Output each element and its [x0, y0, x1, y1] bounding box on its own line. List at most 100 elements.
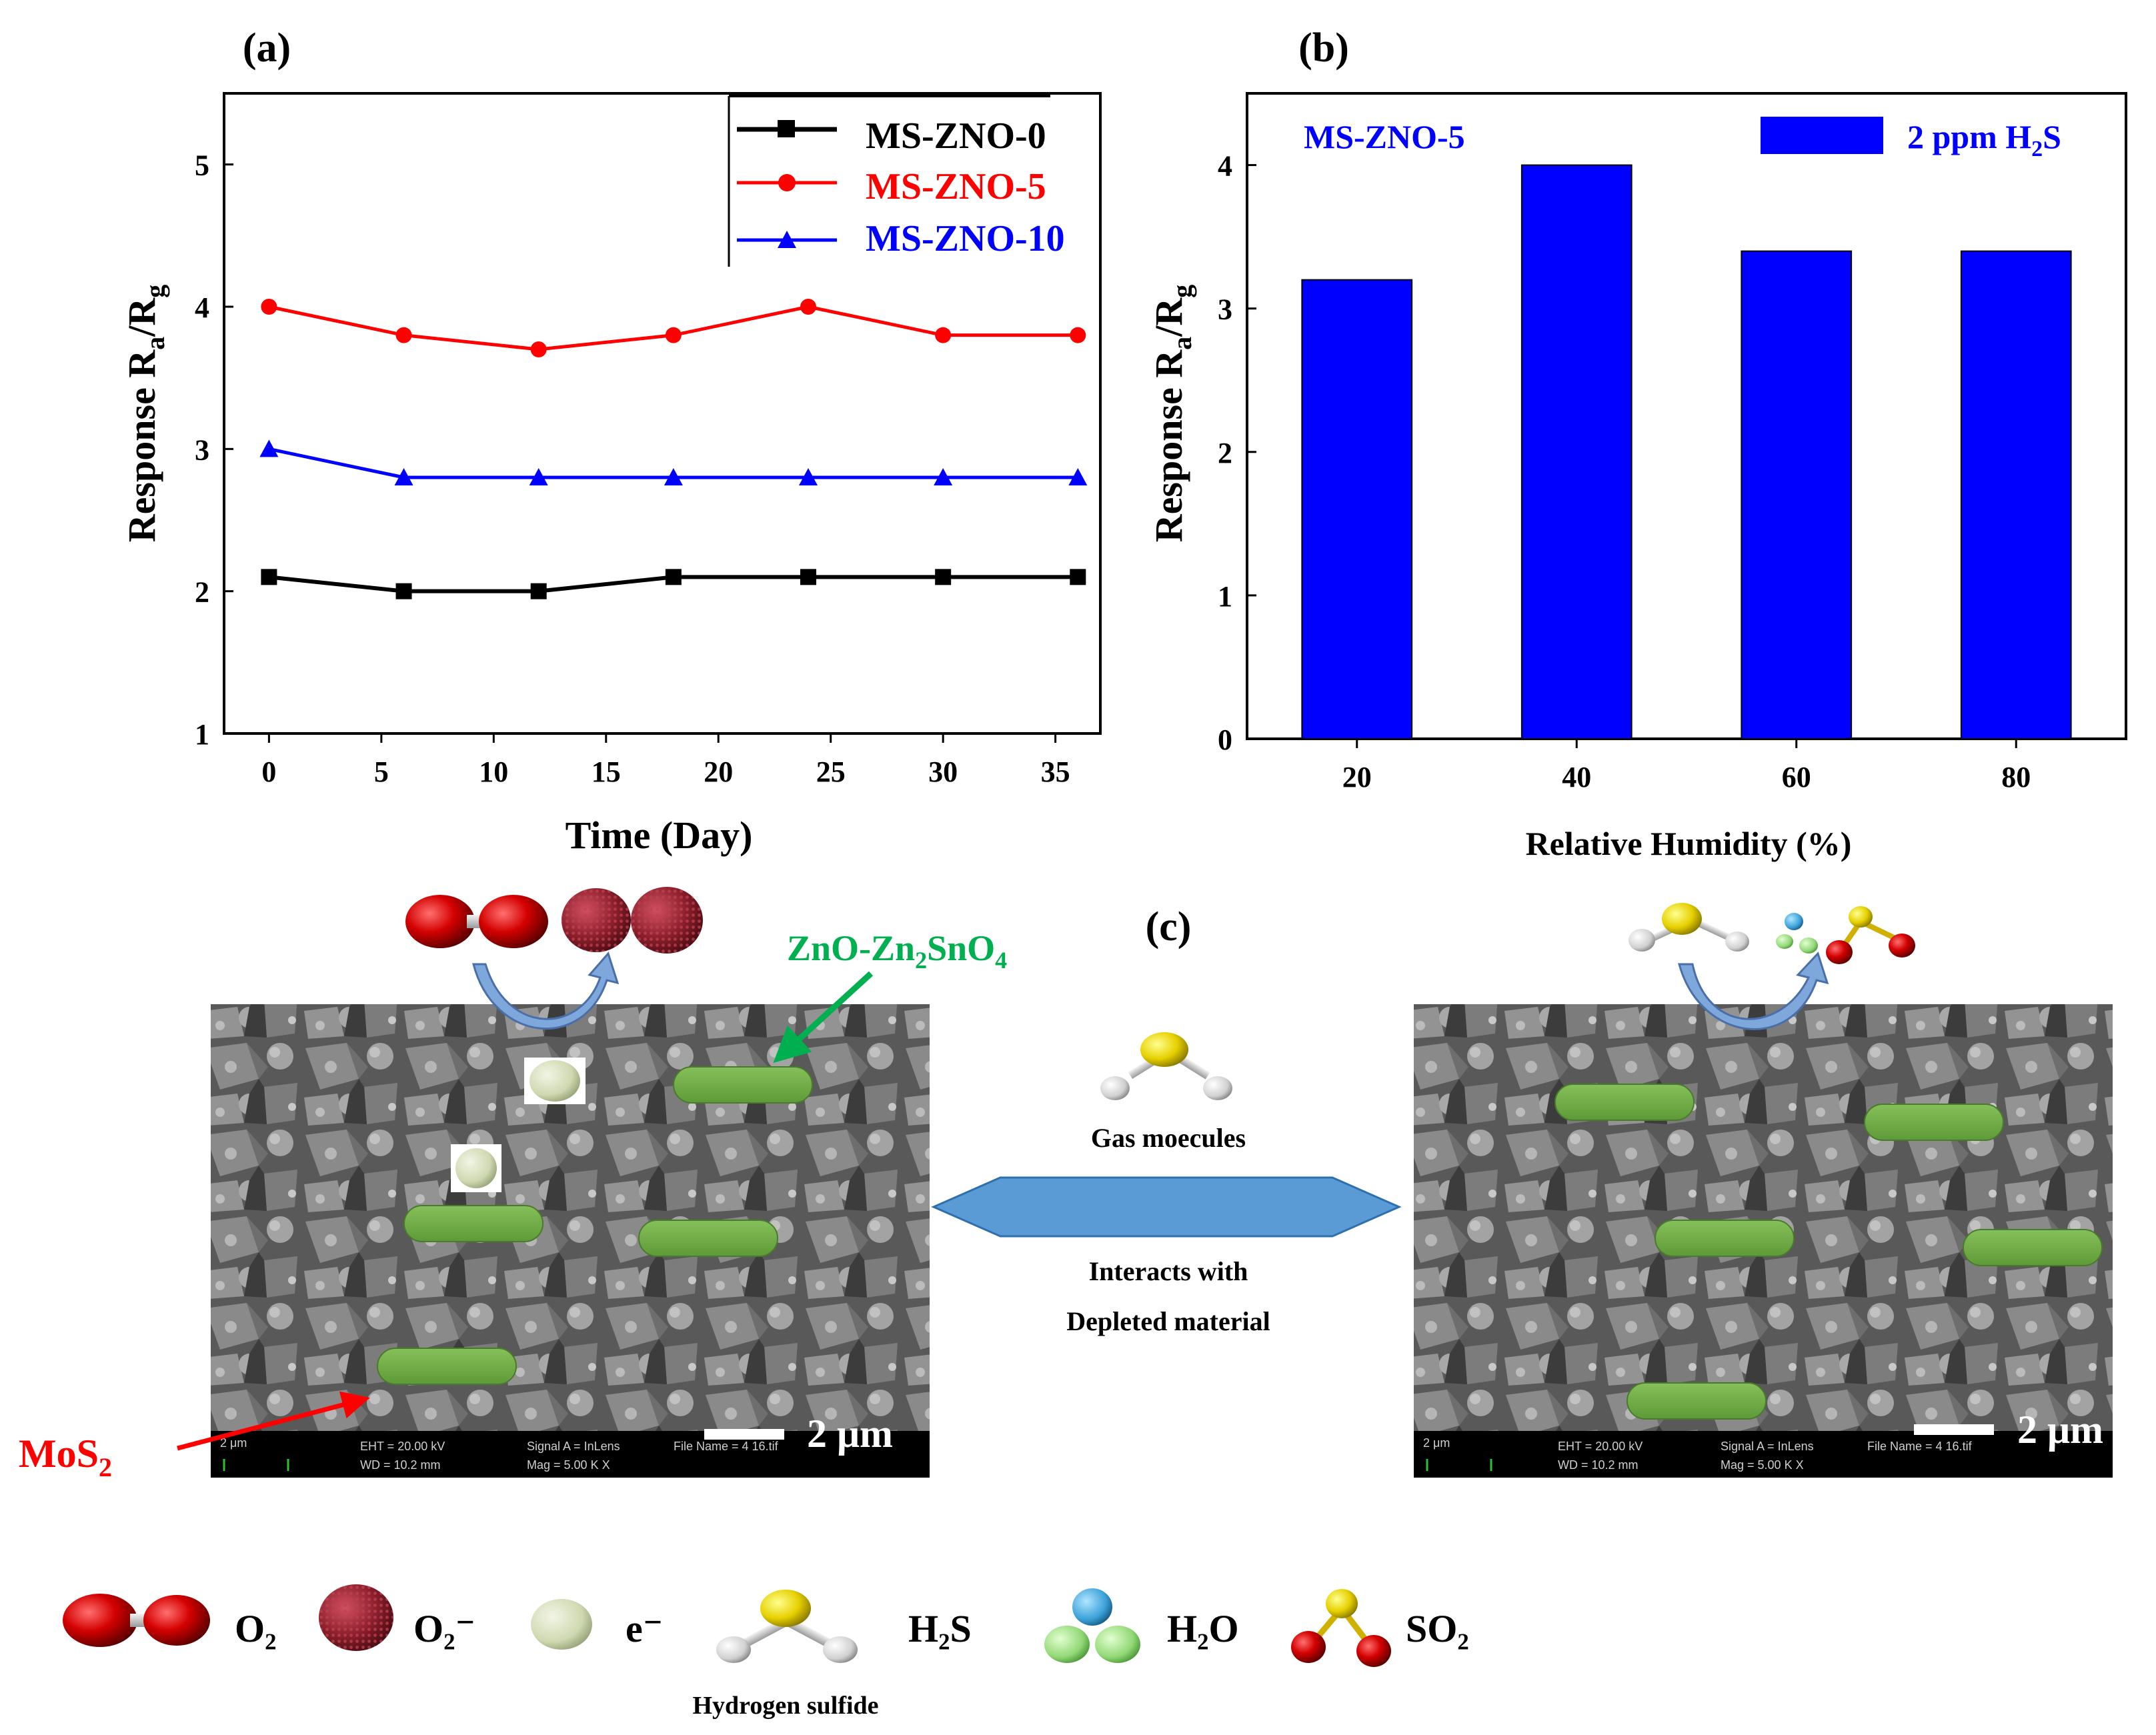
data-point	[530, 583, 547, 599]
data-point	[665, 327, 682, 343]
svg-text:Signal A = InLens: Signal A = InLens	[1721, 1440, 1814, 1453]
panel-b-legend: 2 ppm H2S	[1761, 117, 2061, 161]
panel-b-x-axis-label: Relative Humidity (%)	[1526, 825, 1852, 862]
panel-b-axes-frame	[1246, 92, 2127, 740]
so2-legend-icon	[1326, 1589, 1358, 1618]
bar-80	[1960, 250, 2072, 740]
h2s-molecule-icon	[1662, 903, 1702, 935]
data-point	[1070, 569, 1086, 585]
y-tick-label: 2	[195, 576, 209, 609]
legend-entry-ms-zno-10: MS-ZNO-10	[737, 218, 1065, 259]
panel-b-bars: 20 40 60 80	[1301, 164, 2072, 793]
o2-icon	[63, 1594, 137, 1647]
data-point	[395, 583, 412, 599]
svg-text:MS-ZNO-5: MS-ZNO-5	[866, 166, 1046, 207]
zno-rod	[638, 1220, 778, 1257]
zno-zn2sno4-label: ZnO-Zn2SnO4	[787, 928, 1007, 974]
molecule-legend: O₂ O₂⁻ e⁻ H₂S Hydrogen sulfide H₂O	[63, 1584, 1469, 1720]
mos2-label-group: MoS2	[19, 1391, 370, 1482]
curved-arrow-icon	[1678, 952, 1829, 1030]
svg-text:WD = 10.2 mm: WD = 10.2 mm	[1558, 1458, 1639, 1472]
x-tick-label: 60	[1782, 761, 1811, 793]
legend-h2s: H₂S Hydrogen sulfide	[692, 1590, 972, 1720]
x-tick-label: 15	[592, 755, 621, 788]
panel-a-label: (a)	[243, 25, 291, 71]
interacts-label-line2: Depleted material	[1066, 1306, 1270, 1336]
data-point	[261, 569, 277, 585]
data-point	[800, 299, 816, 315]
y-tick-label: 0	[1218, 723, 1232, 756]
svg-text:Signal A = InLens: Signal A = InLens	[527, 1440, 620, 1453]
panel-c: (c) 2 μm EHT = 20.00 kV WD = 10.2 mm Sig…	[19, 887, 2113, 1482]
panel-b-y-ticks: 0 1 2 3 4	[1218, 150, 1256, 756]
x-tick-label: 10	[479, 755, 508, 788]
so2-molecule-icon	[1849, 906, 1873, 928]
electron-legend-icon	[531, 1599, 592, 1650]
scale-label-left: 2 μm	[807, 1412, 893, 1456]
svg-text:MS-ZNO-10: MS-ZNO-10	[866, 218, 1065, 259]
legend-o2-minus: O₂⁻	[319, 1584, 475, 1651]
y-tick-label: 4	[1218, 150, 1232, 183]
svg-text:SO₂: SO₂	[1406, 1607, 1469, 1650]
h2o-legend-icon	[1072, 1588, 1112, 1626]
svg-text:EHT = 20.00 kV: EHT = 20.00 kV	[1558, 1440, 1643, 1453]
mos2-arrow	[177, 1391, 370, 1451]
reaction-illustration	[1629, 903, 1915, 1030]
adsorption-illustration	[405, 887, 703, 1030]
x-tick-label: 25	[816, 755, 846, 788]
gas-molecule-icon	[1140, 1032, 1188, 1067]
legend-electron: e⁻	[531, 1599, 663, 1650]
legend-entry-ms-zno-5: MS-ZNO-5	[737, 166, 1046, 207]
legend-entry-ms-zno-0: MS-ZNO-0	[737, 115, 1046, 157]
data-point	[800, 569, 816, 585]
svg-text:O₂: O₂	[235, 1607, 277, 1650]
mos2-label: MoS2	[19, 1432, 112, 1482]
panel-b-annotation: MS-ZNO-5	[1304, 118, 1465, 155]
legend-h2o: H₂O	[1044, 1588, 1239, 1663]
svg-text:WD = 10.2 mm: WD = 10.2 mm	[360, 1458, 441, 1472]
interacts-label-line1: Interacts with	[1089, 1256, 1248, 1286]
svg-text:H₂S: H₂S	[908, 1607, 972, 1650]
x-tick-label: 40	[1562, 761, 1591, 793]
scale-bar-right	[1914, 1424, 1994, 1435]
y-tick-label: 5	[195, 149, 209, 182]
x-tick-label: 20	[1342, 761, 1372, 793]
svg-text:Mag = 5.00 K X: Mag = 5.00 K X	[1721, 1458, 1804, 1472]
svg-text:File Name = 4 16.tif: File Name = 4 16.tif	[674, 1440, 779, 1453]
data-point	[934, 468, 953, 485]
sem-image-left: 2 μm EHT = 20.00 kV WD = 10.2 mm Signal …	[211, 1004, 930, 1478]
sem-image-right: 2 μm EHT = 20.00 kV WD = 10.2 mm Signal …	[1414, 1004, 2113, 1478]
svg-text:2 μm: 2 μm	[1423, 1436, 1450, 1450]
svg-text:Mag = 5.00 K X: Mag = 5.00 K X	[527, 1458, 610, 1472]
data-point	[261, 299, 277, 315]
data-point	[935, 327, 952, 343]
center-illustration: Gas moecules Interacts with Depleted mat…	[931, 1032, 1402, 1336]
y-tick-label: 3	[1218, 293, 1232, 326]
panel-c-label: (c)	[1146, 904, 1192, 950]
y-tick-label: 1	[1218, 580, 1232, 613]
h2o-molecule-icon	[1785, 913, 1803, 930]
panel-a-axes-frame	[223, 92, 1102, 735]
x-tick-label: 5	[374, 755, 389, 788]
panel-b: (b) 0 1 2 3 4 20 40 60 80 MS-ZNO-5 2 ppm H2S Re…	[1147, 25, 2127, 862]
zno-rod	[1963, 1229, 2103, 1266]
panel-a: (a) 1 2 3 4 5 0 5 10 15 20 25 30 35 Time (Day) Resp…	[120, 25, 1102, 857]
gas-molecules-label: Gas moecules	[1091, 1123, 1246, 1153]
y-tick-label: 3	[195, 433, 209, 466]
svg-text:File Name = 4 16.tif: File Name = 4 16.tif	[1867, 1440, 1973, 1453]
zno-rod	[1864, 1104, 2004, 1141]
panel-a-x-ticks: 0 5 10 15 20 25 30 35	[261, 733, 1070, 788]
zno-arrow	[773, 971, 874, 1064]
curved-arrow-icon	[472, 952, 620, 1030]
legend-o2: O₂	[63, 1594, 277, 1650]
zno-rod	[1554, 1084, 1695, 1121]
legend-so2: SO₂	[1291, 1589, 1469, 1667]
o2-molecule-icon	[405, 895, 475, 948]
scale-label-right: 2 μm	[2017, 1408, 2103, 1452]
zno-rod	[1655, 1220, 1795, 1257]
panel-a-y-axis-label: Response Ra/Rg	[120, 285, 170, 542]
x-tick-label: 35	[1041, 755, 1070, 788]
data-point	[665, 569, 682, 585]
bar-60	[1741, 250, 1853, 740]
panel-a-x-axis-label: Time (Day)	[566, 813, 753, 857]
